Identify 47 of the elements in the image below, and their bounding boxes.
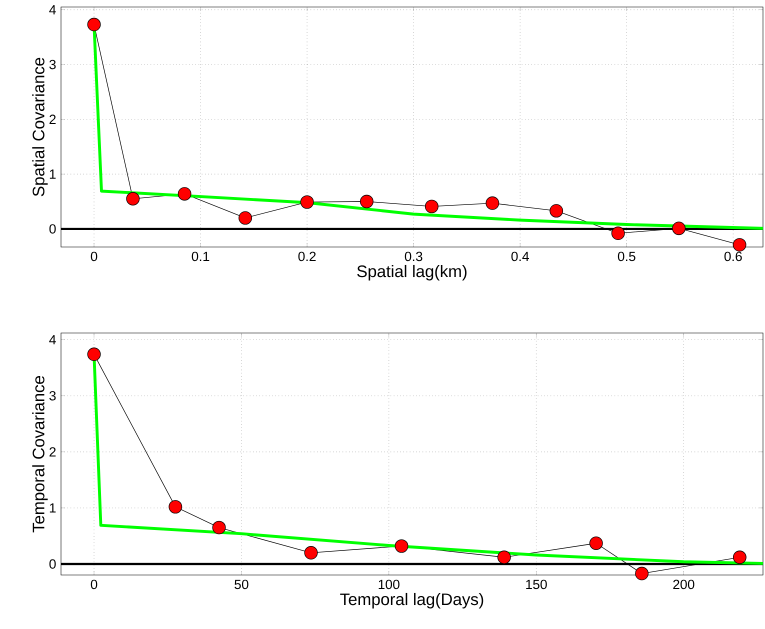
point	[87, 348, 101, 362]
point	[87, 18, 101, 32]
x-tick-label: 0.6	[724, 252, 742, 262]
point	[732, 238, 746, 252]
x-tick-label: 0.5	[618, 252, 636, 262]
y-tick-label: 4	[49, 335, 56, 344]
y-axis-title: Temporal Covariance	[32, 376, 48, 532]
point	[611, 226, 625, 240]
x-tick-label: 0.4	[511, 252, 529, 262]
x-axis-title: Temporal lag(Days)	[340, 592, 484, 608]
y-tick-label: 1	[50, 170, 56, 179]
y-tick-label: 0	[49, 559, 56, 569]
y-tick-label: 3	[49, 60, 56, 70]
x-tick-label: 50	[234, 580, 248, 590]
x-tick-label: 0.3	[404, 252, 422, 262]
y-tick-label: 3	[49, 391, 56, 400]
y-tick-label: 2	[50, 447, 56, 457]
y-tick-label: 1	[50, 503, 56, 513]
point	[672, 222, 686, 236]
point	[126, 192, 140, 206]
point	[178, 187, 192, 201]
y-tick-label: 4	[49, 5, 56, 14]
y-axis-title: Spatial Covariance	[32, 58, 48, 196]
point	[360, 194, 374, 208]
point	[304, 546, 318, 560]
y-tick-label: 0	[49, 224, 56, 234]
point	[635, 566, 649, 580]
point	[238, 211, 252, 225]
point	[486, 196, 500, 210]
x-tick-label: 0	[90, 580, 98, 590]
point	[732, 550, 746, 564]
point	[394, 539, 408, 553]
point	[168, 500, 182, 514]
x-tick-label: 0.2	[298, 252, 316, 262]
y-tick-label: 2	[50, 114, 56, 124]
x-tick-label: 150	[526, 580, 547, 590]
point	[300, 195, 314, 209]
x-tick-label: 0.1	[192, 252, 210, 262]
x-axis-title: Spatial lag(km)	[357, 264, 467, 280]
point	[424, 200, 438, 214]
x-tick-label: 200	[673, 580, 694, 590]
x-tick-label: 100	[378, 580, 400, 590]
x-tick-label: 0	[90, 252, 98, 262]
point	[497, 550, 511, 564]
point	[589, 536, 603, 550]
point	[212, 520, 226, 534]
point	[550, 204, 564, 218]
